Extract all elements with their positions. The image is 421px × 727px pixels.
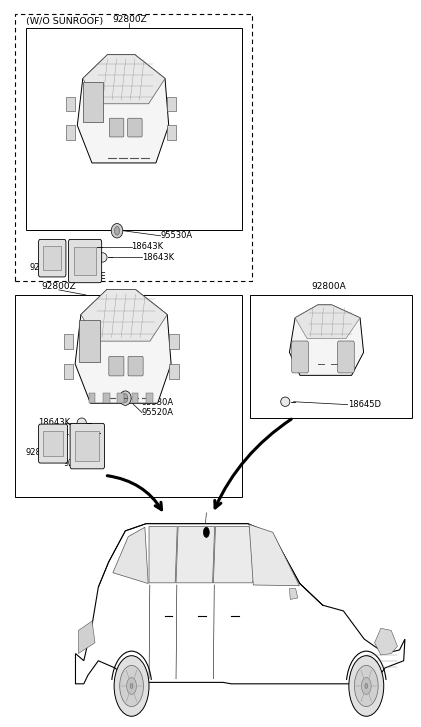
Circle shape (120, 665, 144, 707)
Bar (250, 295, 412, 417)
Text: (W/O SUNROOF): (W/O SUNROOF) (26, 17, 103, 26)
Text: 92823D: 92823D (26, 448, 59, 457)
Text: 18643K: 18643K (48, 429, 80, 438)
Circle shape (130, 683, 133, 688)
Text: 18643K: 18643K (142, 253, 174, 262)
FancyBboxPatch shape (109, 119, 124, 137)
Polygon shape (213, 526, 274, 583)
Circle shape (203, 527, 209, 537)
Text: 95530A: 95530A (142, 398, 174, 407)
Text: 95520A: 95520A (142, 408, 174, 417)
Polygon shape (83, 55, 165, 104)
Circle shape (127, 678, 136, 694)
Ellipse shape (123, 394, 128, 403)
Text: 92800Z: 92800Z (42, 282, 76, 291)
Bar (167, 97, 176, 111)
FancyBboxPatch shape (128, 119, 142, 137)
Bar (167, 126, 176, 140)
Bar (15, 295, 242, 497)
Bar (103, 393, 109, 403)
Circle shape (361, 678, 371, 694)
Bar (26, 28, 242, 230)
Text: 92823D: 92823D (30, 263, 63, 272)
Polygon shape (75, 523, 405, 684)
Bar (64, 334, 73, 349)
Ellipse shape (120, 391, 131, 406)
Circle shape (114, 656, 149, 716)
Bar (43, 246, 61, 270)
Bar (67, 97, 75, 111)
Text: 18643K: 18643K (132, 242, 164, 251)
FancyBboxPatch shape (69, 239, 101, 283)
Polygon shape (289, 305, 364, 375)
FancyBboxPatch shape (109, 356, 124, 376)
Circle shape (354, 665, 378, 707)
Polygon shape (289, 589, 298, 600)
Bar (64, 364, 73, 379)
Ellipse shape (111, 223, 123, 238)
Polygon shape (176, 526, 215, 583)
Bar (75, 431, 99, 461)
Ellipse shape (88, 242, 97, 252)
Text: 18643K: 18643K (38, 418, 70, 427)
Bar (43, 431, 63, 456)
Bar (146, 393, 153, 403)
Bar (169, 334, 179, 349)
Polygon shape (149, 526, 177, 583)
FancyBboxPatch shape (292, 341, 308, 373)
FancyBboxPatch shape (38, 424, 68, 463)
Bar (88, 393, 95, 403)
Bar (15, 14, 252, 281)
Ellipse shape (98, 253, 107, 262)
Polygon shape (113, 527, 148, 584)
Text: 92800A: 92800A (312, 282, 346, 291)
Bar (74, 246, 96, 276)
Text: 18645D: 18645D (348, 400, 381, 409)
Text: 92822E: 92822E (74, 273, 106, 281)
Polygon shape (81, 289, 167, 341)
Ellipse shape (281, 397, 290, 406)
FancyBboxPatch shape (128, 356, 143, 376)
Bar (132, 393, 139, 403)
Polygon shape (79, 320, 100, 362)
Bar (67, 126, 75, 140)
Ellipse shape (115, 226, 120, 235)
Ellipse shape (85, 429, 95, 438)
Circle shape (365, 683, 368, 688)
FancyBboxPatch shape (70, 423, 104, 469)
Bar (117, 393, 124, 403)
Polygon shape (75, 289, 171, 403)
Polygon shape (375, 628, 397, 655)
FancyBboxPatch shape (338, 341, 354, 373)
Polygon shape (77, 55, 169, 163)
Polygon shape (249, 524, 299, 586)
Text: 95530A: 95530A (161, 231, 193, 241)
FancyBboxPatch shape (38, 239, 66, 277)
Ellipse shape (77, 418, 86, 427)
Polygon shape (83, 82, 103, 122)
Circle shape (349, 656, 384, 716)
Bar (169, 364, 179, 379)
Polygon shape (78, 621, 95, 654)
Polygon shape (295, 305, 360, 339)
Text: 92822E: 92822E (64, 459, 96, 467)
Text: 92800Z: 92800Z (112, 15, 147, 24)
